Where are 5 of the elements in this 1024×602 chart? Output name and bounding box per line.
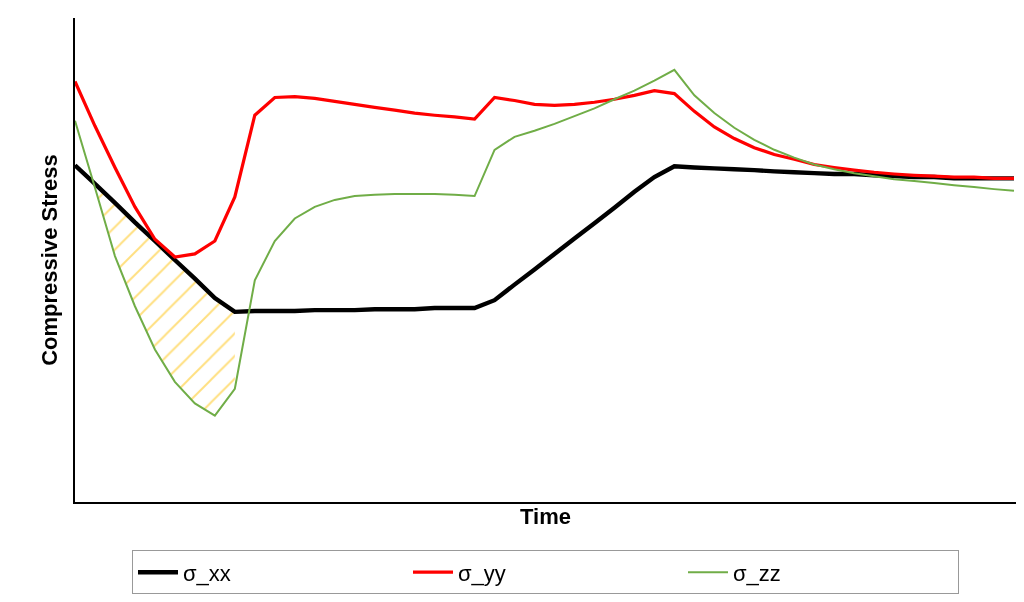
legend-label: σ_zz (733, 560, 781, 586)
legend-label: σ_xx (183, 560, 231, 586)
legend-label: σ_yy (458, 560, 506, 586)
x-axis-title: Time (520, 504, 571, 530)
y-axis-title: Compressive Stress (36, 154, 62, 366)
